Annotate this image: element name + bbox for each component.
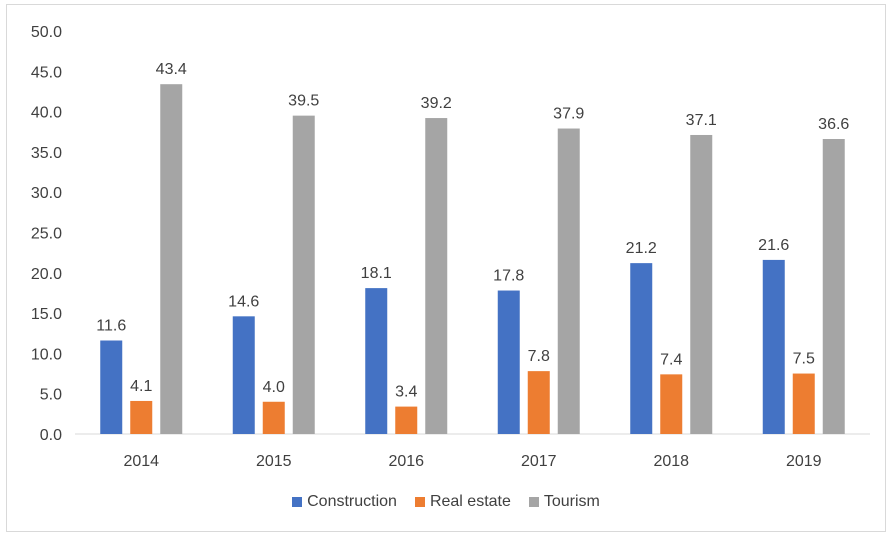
y-tick-label: 0.0 — [40, 427, 62, 444]
data-label: 37.9 — [553, 106, 584, 123]
legend-swatch — [414, 497, 425, 507]
x-tick-label: 2019 — [786, 453, 822, 470]
y-tick-label: 10.0 — [31, 346, 62, 363]
data-label: 14.6 — [228, 293, 259, 310]
legend-label: Real estate — [429, 493, 511, 510]
bar-real-estate — [660, 374, 683, 434]
data-label: 7.8 — [528, 348, 550, 365]
bar-construction — [762, 259, 785, 434]
y-tick-label: 25.0 — [31, 226, 62, 243]
y-tick-label: 5.0 — [40, 387, 62, 404]
bar-construction — [497, 290, 520, 434]
data-label: 11.6 — [96, 318, 126, 335]
bar-tourism — [822, 139, 845, 434]
bar-construction — [630, 263, 653, 434]
data-label: 39.5 — [288, 93, 319, 110]
y-tick-label: 15.0 — [31, 306, 62, 323]
data-label: 37.1 — [686, 112, 717, 129]
x-tick-label: 2016 — [388, 453, 424, 470]
x-tick-label: 2018 — [653, 453, 689, 470]
legend-swatch — [292, 497, 303, 507]
bar-real-estate — [130, 400, 153, 434]
data-label: 39.2 — [421, 95, 452, 112]
bar-real-estate — [262, 401, 285, 434]
data-label: 21.6 — [758, 237, 789, 254]
x-tick-label: 2014 — [123, 453, 159, 470]
bar-construction — [232, 316, 255, 434]
data-label: 4.1 — [130, 378, 152, 395]
legend-label: Tourism — [543, 493, 600, 510]
bar-real-estate — [527, 371, 550, 434]
y-tick-label: 20.0 — [31, 266, 62, 283]
data-label: 4.0 — [263, 379, 285, 396]
y-tick-label: 35.0 — [31, 145, 62, 162]
bar-construction — [365, 288, 388, 434]
legend-label: Construction — [307, 493, 397, 510]
bar-tourism — [690, 134, 713, 434]
data-label: 36.6 — [818, 116, 849, 133]
data-label: 21.2 — [626, 240, 657, 257]
y-tick-label: 45.0 — [31, 64, 62, 81]
y-tick-label: 40.0 — [31, 105, 62, 122]
bar-tourism — [160, 84, 183, 435]
bar-real-estate — [792, 373, 815, 434]
y-tick-label: 50.0 — [31, 24, 62, 41]
y-tick-label: 30.0 — [31, 185, 62, 202]
legend-item: Real estate — [414, 493, 511, 511]
legend-item: Construction — [292, 493, 397, 511]
bar-real-estate — [395, 406, 418, 434]
bar-tourism — [557, 128, 580, 434]
legend-swatch — [528, 497, 539, 507]
data-label: 3.4 — [395, 384, 417, 401]
bar-tourism — [292, 115, 315, 434]
bar-tourism — [425, 118, 448, 434]
data-label: 43.4 — [156, 61, 187, 78]
legend-item: Tourism — [528, 493, 600, 511]
data-label: 7.4 — [660, 351, 682, 368]
chart-legend: Construction Real estate Tourism — [0, 490, 892, 514]
bar-construction — [100, 340, 123, 434]
x-tick-label: 2017 — [521, 453, 557, 470]
data-label: 7.5 — [793, 351, 815, 368]
data-label: 18.1 — [361, 265, 392, 282]
x-tick-label: 2015 — [256, 453, 292, 470]
data-label: 17.8 — [493, 268, 524, 285]
